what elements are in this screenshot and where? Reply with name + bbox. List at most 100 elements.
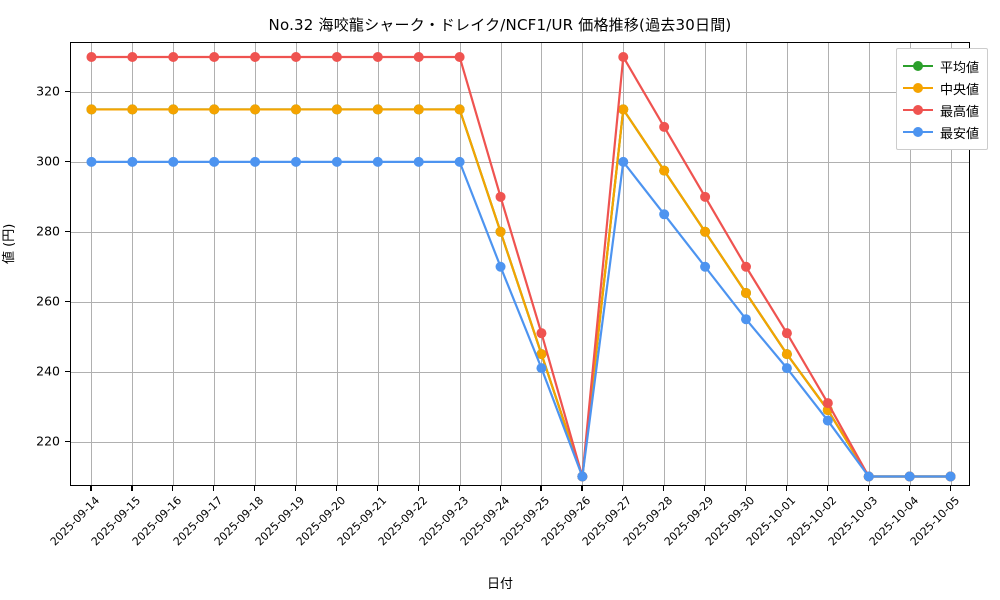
data-point: [618, 51, 629, 62]
x-axis-label: 日付: [486, 577, 513, 592]
gridline-vertical: [623, 43, 625, 485]
data-point: [822, 415, 833, 426]
y-tick-label: 240: [36, 363, 60, 379]
data-point: [945, 471, 956, 482]
data-point: [659, 209, 670, 220]
data-point: [618, 156, 629, 167]
data-point: [331, 51, 342, 62]
data-point: [495, 226, 506, 237]
legend-item[interactable]: 最高値: [902, 99, 979, 121]
data-point: [291, 156, 301, 167]
x-tick-mark: [499, 486, 501, 491]
data-point: [781, 363, 792, 374]
data-point: [127, 51, 138, 62]
data-point: [741, 287, 751, 298]
data-point: [413, 156, 424, 167]
data-point: [495, 191, 506, 202]
data-point: [209, 104, 220, 115]
x-tick-mark: [213, 486, 215, 491]
x-tick-mark: [540, 486, 542, 491]
data-point: [741, 314, 751, 325]
data-point: [86, 156, 97, 167]
data-point: [741, 261, 751, 272]
gridline-vertical: [827, 43, 829, 485]
gridline-horizontal: [71, 441, 969, 443]
x-tick-mark: [131, 486, 133, 491]
gridline-vertical: [91, 43, 93, 485]
data-point: [781, 349, 792, 360]
x-tick-mark: [335, 486, 338, 491]
data-point: [700, 191, 711, 202]
x-tick-mark: [704, 486, 706, 491]
gridline-horizontal: [71, 301, 969, 303]
data-point: [250, 51, 261, 62]
data-point: [536, 328, 547, 339]
x-tick-mark: [376, 486, 378, 491]
gridline-vertical: [664, 43, 666, 485]
gridline-vertical: [950, 43, 952, 485]
data-point: [454, 156, 465, 167]
data-point: [659, 165, 670, 176]
y-tick-mark: [65, 370, 70, 372]
data-point: [413, 104, 424, 115]
data-point: [291, 104, 301, 115]
data-point: [659, 121, 670, 132]
gridline-vertical: [786, 43, 788, 485]
data-point: [822, 398, 833, 409]
data-point: [577, 471, 588, 482]
series-line: [90, 55, 952, 478]
y-tick-label: 260: [36, 293, 60, 309]
data-point: [86, 104, 97, 115]
gridline-vertical: [173, 43, 175, 485]
data-point: [168, 104, 179, 115]
data-point: [781, 328, 792, 339]
data-point: [372, 156, 383, 167]
data-point: [904, 471, 915, 482]
x-tick-mark: [745, 486, 747, 491]
gridline-vertical: [909, 43, 911, 485]
data-point: [168, 156, 179, 167]
y-tick-mark: [65, 230, 70, 232]
data-point: [331, 156, 342, 167]
data-point: [495, 261, 506, 272]
x-tick-mark: [90, 486, 92, 491]
data-point: [863, 471, 874, 482]
x-tick-mark: [867, 486, 869, 491]
legend-item[interactable]: 中央値: [902, 77, 979, 99]
legend-swatch-icon: [902, 81, 933, 95]
y-tick-label: 280: [36, 223, 60, 239]
gridline-vertical: [418, 43, 420, 485]
data-point: [331, 104, 342, 115]
data-point: [86, 51, 97, 62]
gridline-vertical: [377, 43, 379, 485]
gridline-vertical: [132, 43, 134, 485]
x-tick-mark: [254, 486, 256, 491]
data-point: [618, 104, 629, 115]
y-tick-mark: [65, 300, 70, 302]
data-point: [209, 51, 220, 62]
series-3: [86, 156, 956, 482]
x-tick-mark: [622, 486, 624, 491]
series-lines: [86, 51, 956, 482]
series-line: [90, 160, 952, 478]
x-tick-mark: [581, 486, 583, 491]
data-point: [700, 226, 711, 237]
data-point: [413, 51, 424, 62]
data-point: [454, 51, 465, 62]
legend-item[interactable]: 最安値: [902, 121, 979, 143]
gridline-horizontal: [71, 161, 969, 163]
y-tick-label: 300: [36, 153, 60, 169]
gridline-horizontal: [71, 231, 969, 233]
x-tick-mark: [826, 486, 828, 491]
x-tick-mark: [417, 486, 419, 491]
gridline-vertical: [868, 43, 870, 485]
legend-item[interactable]: 平均値: [902, 55, 979, 77]
data-point: [372, 51, 383, 62]
data-point: [536, 349, 547, 360]
chart-title: No.32 海咬龍シャーク・ドレイク/NCF1/UR 価格推移(過去30日間): [268, 16, 732, 34]
x-tick-mark: [458, 486, 460, 491]
gridline-vertical: [214, 43, 216, 485]
x-tick-mark: [295, 486, 297, 491]
legend-label: 中央値: [939, 82, 979, 98]
